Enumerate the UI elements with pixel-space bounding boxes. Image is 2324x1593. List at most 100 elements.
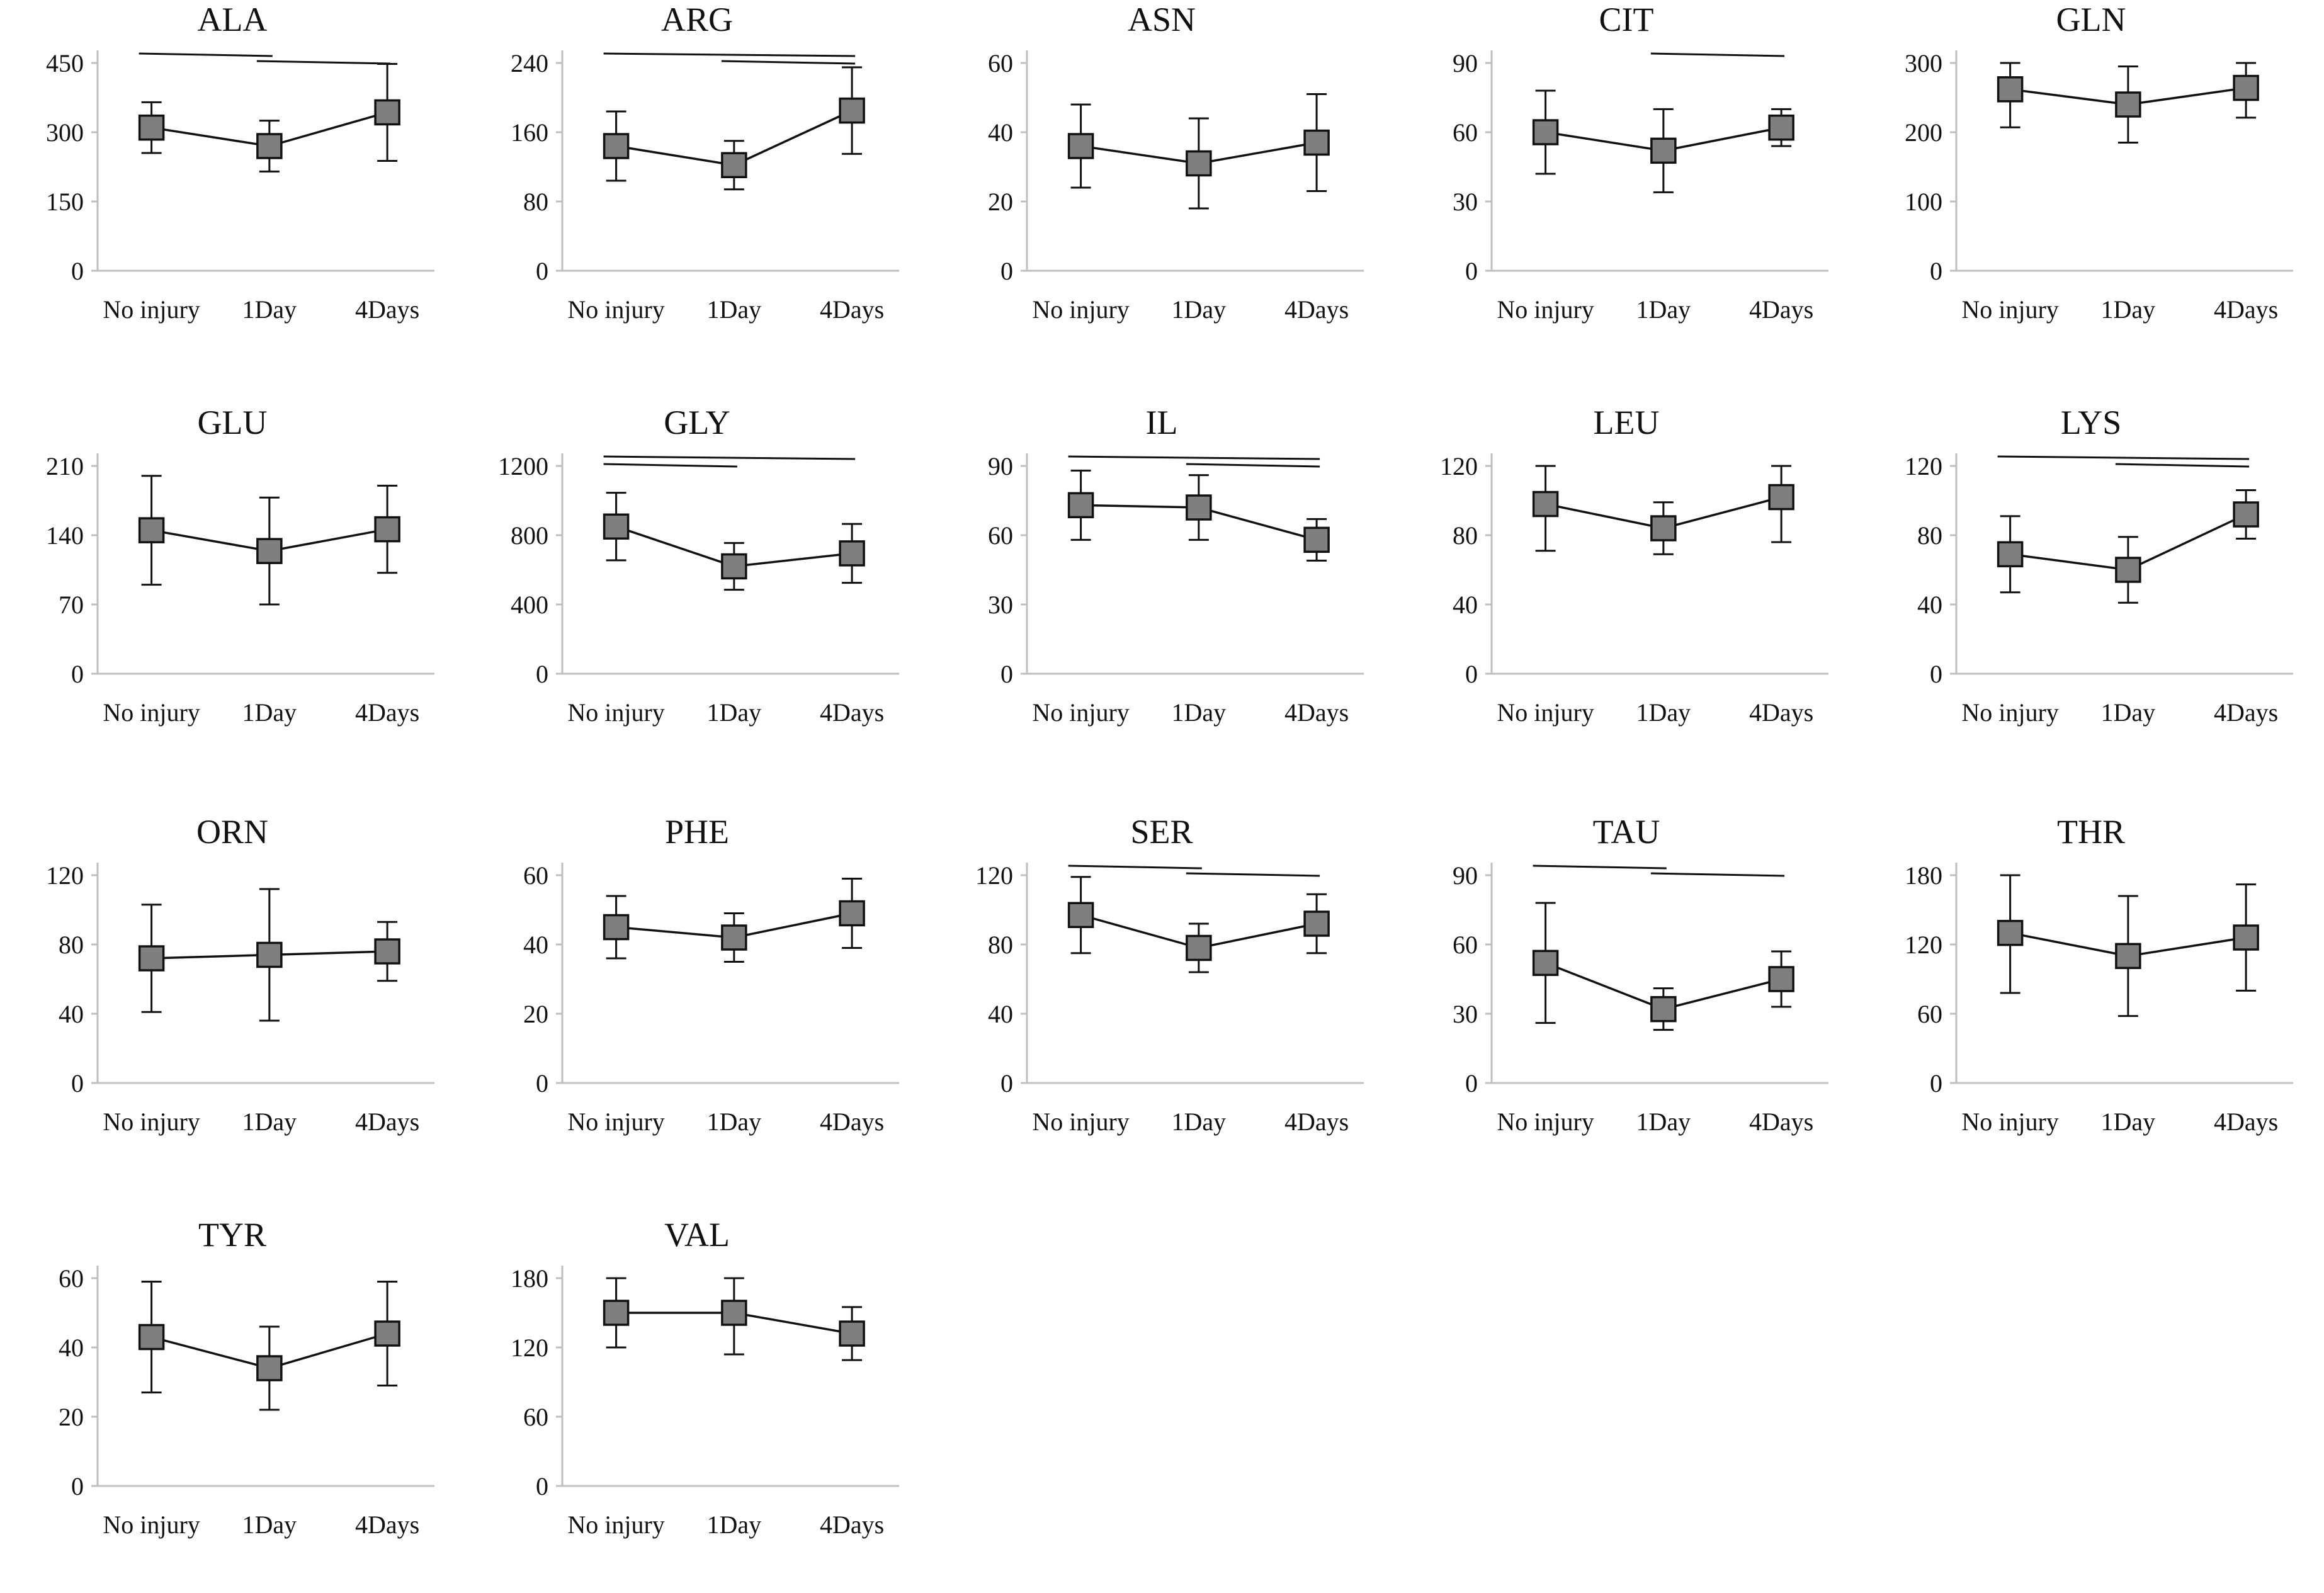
chart-panel-tyr: TYR 0 20 40 60 No injury 1Day 4Days: [0, 1215, 465, 1593]
x-tick-label: 1Day: [242, 295, 297, 324]
x-tick-label: No injury: [103, 295, 200, 324]
data-point-marker: [138, 1324, 165, 1351]
data-point-marker: [1532, 950, 1559, 977]
significance-bracket: [721, 60, 856, 65]
data-point-marker: [374, 938, 400, 965]
y-tick-label: 60: [59, 1264, 84, 1293]
x-tick-label: No injury: [567, 1511, 664, 1539]
x-tick-label: 1Day: [2101, 1108, 2156, 1136]
data-point-marker: [721, 152, 747, 178]
y-tick-label: 20: [59, 1403, 84, 1431]
x-tick-label: 4Days: [1749, 698, 1813, 727]
chart-title: ALA: [197, 1, 268, 38]
data-point-marker: [2115, 943, 2141, 970]
y-tick-label: 210: [46, 452, 84, 480]
y-tick-label: 80: [1917, 521, 1942, 550]
chart-title: VAL: [664, 1216, 730, 1254]
y-tick-label: 300: [1905, 49, 1942, 77]
x-tick-label: 4Days: [2214, 1108, 2278, 1136]
y-tick-label: 120: [975, 861, 1013, 890]
data-point-marker: [2233, 924, 2259, 951]
x-tick-label: 4Days: [2214, 698, 2278, 727]
data-point-marker: [721, 553, 747, 580]
y-tick-label: 20: [523, 1000, 548, 1028]
chart-title: ORN: [196, 813, 268, 851]
data-point-marker: [374, 99, 400, 126]
y-tick-label: 140: [46, 521, 84, 550]
significance-bracket: [1186, 872, 1320, 877]
significance-bracket: [1997, 455, 2250, 460]
y-tick-label: 60: [1453, 931, 1478, 959]
chart-plot: 0 20 40 60 No injury 1Day 4Days: [523, 861, 899, 1136]
chart-panel-asn: ASN 0 20 40 60 No injury 1Day 4Days: [929, 0, 1394, 378]
chart-panel-phe: PHE 0 20 40 60 No injury 1Day 4Days: [465, 812, 929, 1190]
chart-plot: 0 40 80 120 No injury 1Day 4Days: [1905, 452, 2293, 727]
y-tick-label: 60: [988, 521, 1013, 550]
chart-panel-arg: ARG 0 80 160 240 No injury 1Day 4Days: [465, 0, 929, 378]
x-tick-label: 4Days: [1284, 295, 1349, 324]
x-tick-label: 1Day: [242, 1108, 297, 1136]
x-tick-label: No injury: [1032, 295, 1129, 324]
x-tick-label: 1Day: [2101, 698, 2156, 727]
significance-bracket: [603, 52, 856, 57]
y-tick-label: 100: [1905, 188, 1942, 216]
x-tick-label: 1Day: [1172, 1108, 1227, 1136]
x-tick-label: 1Day: [707, 1108, 762, 1136]
y-tick-label: 0: [71, 660, 84, 688]
data-point-marker: [839, 540, 865, 567]
x-tick-label: No injury: [567, 698, 664, 727]
data-point-marker: [2115, 91, 2141, 118]
y-tick-label: 0: [1000, 1069, 1013, 1097]
y-tick-label: 450: [46, 49, 84, 77]
y-tick-label: 40: [523, 931, 548, 959]
x-tick-label: No injury: [1032, 698, 1129, 727]
y-tick-label: 90: [1453, 861, 1478, 890]
x-tick-label: 1Day: [1636, 698, 1691, 727]
chart-title: THR: [2057, 813, 2125, 851]
x-tick-label: No injury: [1961, 1108, 2058, 1136]
y-tick-label: 200: [1905, 118, 1942, 147]
chart-title: ASN: [1127, 1, 1196, 38]
y-tick-label: 0: [71, 1069, 84, 1097]
data-point-marker: [138, 945, 165, 972]
data-point-marker: [839, 900, 865, 927]
data-point-marker: [1186, 494, 1212, 521]
data-point-marker: [1303, 910, 1330, 937]
chart-panel-ala: ALA 0 150 300 450 No injury 1Day 4Days: [0, 0, 465, 378]
chart-plot: 0 30 60 90 No injury 1Day 4Days: [1453, 49, 1828, 324]
data-point-marker: [2233, 501, 2259, 528]
chart-plot: 0 40 80 120 No injury 1Day 4Days: [46, 861, 434, 1136]
y-tick-label: 0: [71, 257, 84, 285]
y-tick-label: 160: [511, 118, 548, 147]
y-tick-label: 30: [988, 591, 1013, 619]
chart-title: SER: [1130, 813, 1193, 851]
y-tick-label: 40: [59, 1334, 84, 1362]
chart-panel-il: IL 0 30 60 90 No injury 1Day 4Days: [929, 403, 1394, 781]
y-tick-label: 0: [1930, 257, 1942, 285]
data-point-marker: [374, 1320, 400, 1347]
x-tick-label: 4Days: [355, 698, 419, 727]
x-tick-label: 4Days: [820, 1108, 884, 1136]
data-point-marker: [1650, 137, 1677, 164]
y-tick-label: 150: [46, 188, 84, 216]
y-tick-label: 0: [1465, 660, 1478, 688]
data-point-marker: [1186, 150, 1212, 177]
x-tick-label: No injury: [1497, 295, 1594, 324]
chart-title: LEU: [1593, 404, 1660, 441]
y-tick-label: 40: [1453, 591, 1478, 619]
significance-bracket: [2115, 463, 2250, 468]
significance-bracket: [1186, 463, 1320, 468]
chart-plot: 0 20 40 60 No injury 1Day 4Days: [988, 49, 1364, 324]
chart-plot: 0 20 40 60 No injury 1Day 4Days: [59, 1264, 434, 1539]
significance-bracket: [1068, 455, 1320, 460]
y-tick-label: 240: [511, 49, 548, 77]
x-tick-label: No injury: [1497, 698, 1594, 727]
data-point-marker: [1768, 484, 1794, 511]
data-point-marker: [1650, 515, 1677, 541]
data-point-marker: [603, 914, 630, 941]
y-tick-label: 60: [523, 1403, 548, 1431]
data-point-marker: [1997, 541, 2024, 567]
x-tick-label: 1Day: [2101, 295, 2156, 324]
y-tick-label: 0: [1465, 1069, 1478, 1097]
y-tick-label: 120: [511, 1334, 548, 1362]
